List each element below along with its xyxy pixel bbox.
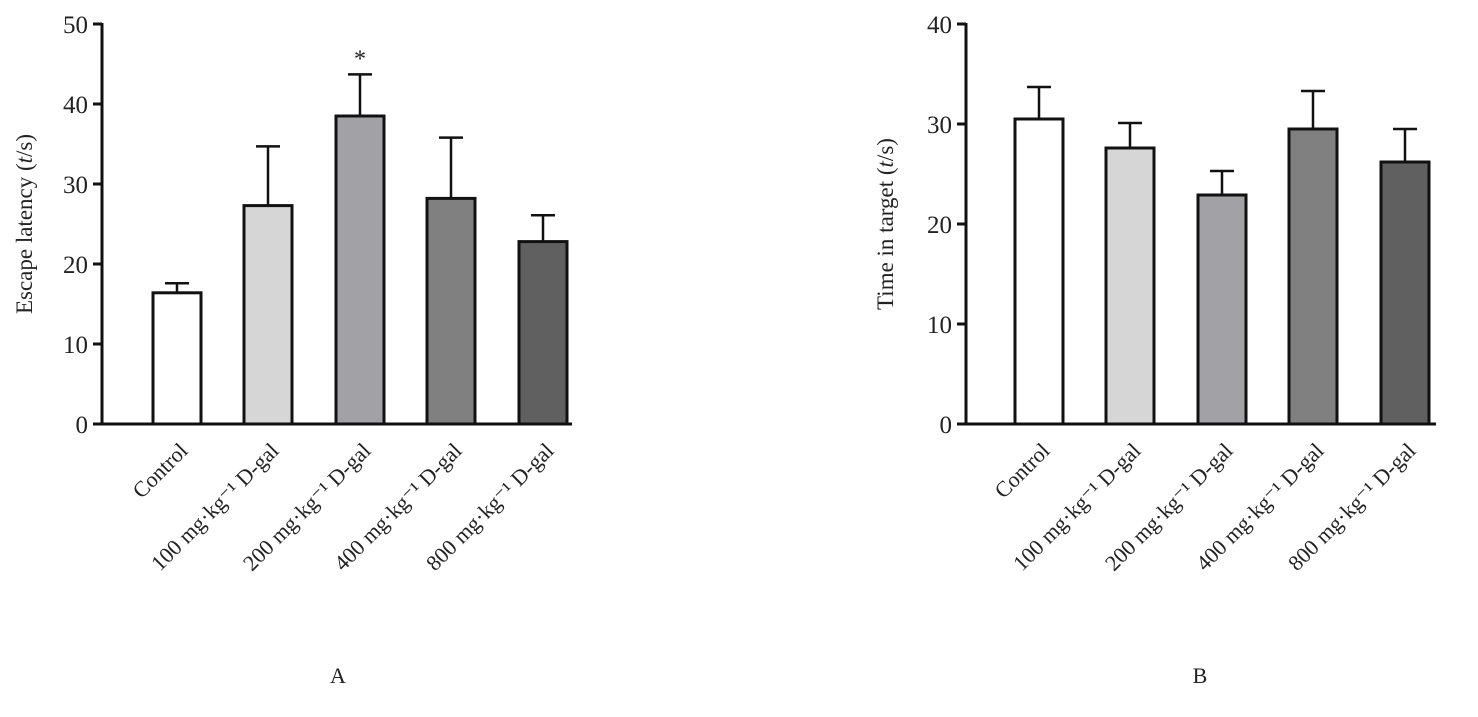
- bar: [151, 291, 203, 426]
- bar: [1013, 117, 1065, 426]
- y-tick-label: 0: [76, 412, 89, 439]
- y-tick-label: 30: [63, 172, 88, 199]
- y-axis-label-part: /s): [12, 134, 37, 157]
- y-tick-label: 40: [63, 92, 88, 119]
- y-axis-label-part: t: [12, 156, 37, 163]
- y-tick-label: 0: [940, 412, 953, 439]
- bar: [1104, 146, 1156, 426]
- y-tick-label: 20: [927, 212, 952, 239]
- y-axis-label: Escape latency (t/s): [12, 134, 37, 314]
- panel-label: A: [330, 663, 346, 688]
- bar: [1287, 127, 1339, 426]
- y-axis-label-part: /s): [873, 138, 898, 161]
- y-axis-label-part: Escape latency (: [12, 163, 37, 314]
- bar: [517, 240, 569, 426]
- category-label: Control: [989, 438, 1054, 503]
- category-label: Control: [127, 438, 192, 503]
- y-axis-label: Time in target (t/s): [873, 138, 898, 310]
- bar: [242, 204, 294, 426]
- y-axis-label-part: t: [873, 160, 898, 167]
- y-tick-label: 40: [927, 12, 952, 39]
- y-axis-label-part: Time in target (: [873, 167, 898, 309]
- bar: [1379, 160, 1431, 426]
- y-tick-label: 30: [927, 112, 952, 139]
- y-tick-label: 10: [63, 332, 88, 359]
- y-tick-label: 20: [63, 252, 88, 279]
- significance-marker: *: [354, 46, 366, 72]
- bar: [425, 196, 477, 426]
- y-tick-label: 50: [63, 12, 88, 39]
- panel-label: B: [1193, 663, 1208, 688]
- bar: [1196, 193, 1248, 426]
- bar: [334, 114, 386, 426]
- y-tick-label: 10: [927, 312, 952, 339]
